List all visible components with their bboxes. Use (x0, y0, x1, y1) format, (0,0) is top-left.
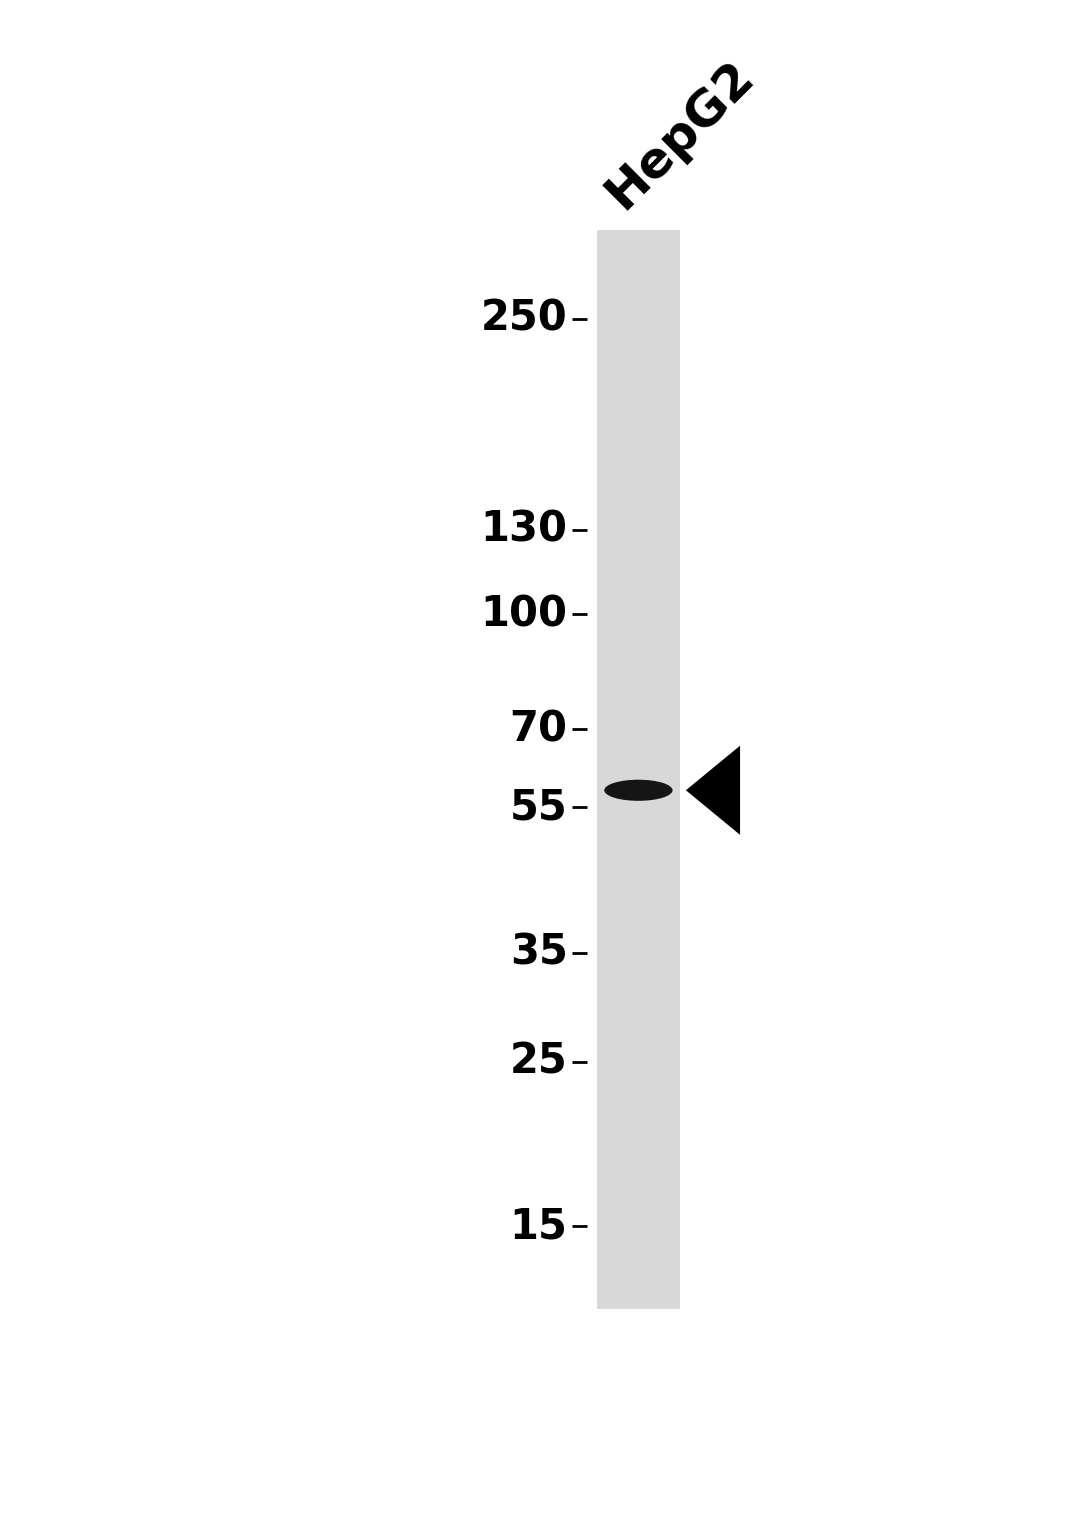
Text: 250: 250 (481, 297, 568, 340)
Text: 25: 25 (510, 1041, 568, 1082)
Polygon shape (686, 745, 740, 835)
Text: 55: 55 (510, 786, 568, 828)
Text: 70: 70 (510, 709, 568, 750)
Text: 15: 15 (510, 1205, 568, 1247)
Bar (597, 230, 680, 1309)
Text: 130: 130 (481, 509, 568, 550)
Ellipse shape (604, 780, 673, 800)
Text: 100: 100 (481, 593, 568, 636)
Text: 35: 35 (510, 931, 568, 974)
Text: HepG2: HepG2 (597, 52, 763, 218)
